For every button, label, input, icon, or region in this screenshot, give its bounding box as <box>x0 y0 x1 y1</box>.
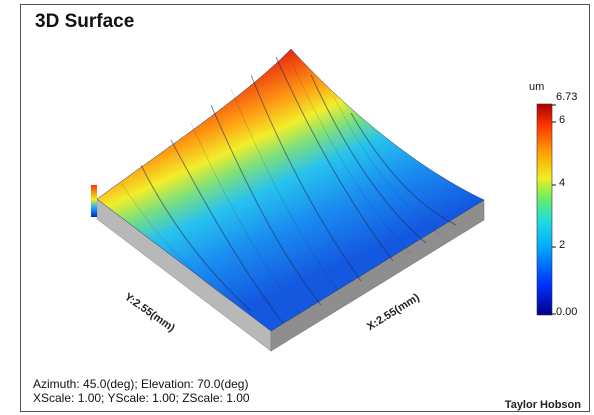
panel-title: 3D Surface <box>35 11 135 32</box>
scale-info: XScale: 1.00; YScale: 1.00; ZScale: 1.00 <box>33 391 250 405</box>
colorbar-tick-label: 2 <box>559 239 566 251</box>
colorbar-scale <box>536 103 553 316</box>
colorbar-unit: um <box>529 81 545 93</box>
colorbar-tick-marks <box>552 104 556 315</box>
mini-colorbar <box>91 185 97 217</box>
colorbar-tick-label: 6 <box>559 114 566 126</box>
colorbar-max-label: 6.73 <box>556 91 578 103</box>
surface-top <box>96 48 485 332</box>
surface-panel: 3D Surface <box>20 4 590 412</box>
colorbar-tick-label: 0.00 <box>556 306 578 318</box>
colorbar-tick-label: 4 <box>559 177 566 189</box>
brand-label: Taylor Hobson <box>504 399 581 411</box>
surface-plot <box>91 48 556 352</box>
surface-score-lines <box>140 56 457 324</box>
view-angles-info: Azimuth: 45.0(deg); Elevation: 70.0(deg) <box>33 377 249 391</box>
surface-fine-texture <box>120 64 442 316</box>
